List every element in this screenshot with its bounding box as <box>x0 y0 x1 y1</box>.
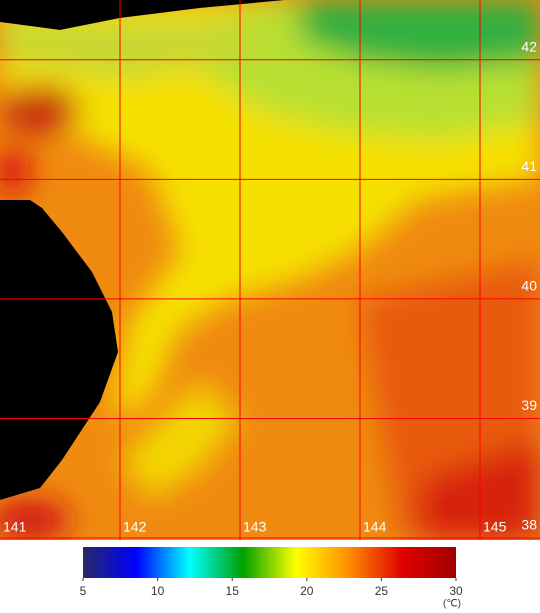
colorbar-tick-label: 20 <box>300 584 314 598</box>
latitude-label: 40 <box>521 278 537 294</box>
colorbar-tick-label: 25 <box>375 584 389 598</box>
colorbar-tick-label: 15 <box>226 584 240 598</box>
colorbar-unit: (℃) <box>443 599 461 610</box>
latitude-label: 38 <box>521 517 537 533</box>
latitude-label: 39 <box>521 397 537 413</box>
colorbar-tick-label: 10 <box>151 584 165 598</box>
colorbar <box>83 547 456 578</box>
longitude-label: 144 <box>363 519 387 535</box>
latitude-label: 42 <box>521 38 537 54</box>
graticule: 141 142 143 144 145 42 41 40 39 38 <box>0 0 540 540</box>
colorbar-tick-label: 5 <box>80 584 87 598</box>
longitude-label: 142 <box>123 519 147 535</box>
longitude-label: 143 <box>243 519 267 535</box>
colorbar-tick-label: 30 <box>449 584 463 598</box>
longitude-label: 141 <box>3 519 27 535</box>
longitude-label: 145 <box>483 519 507 535</box>
latitude-label: 41 <box>521 158 537 174</box>
